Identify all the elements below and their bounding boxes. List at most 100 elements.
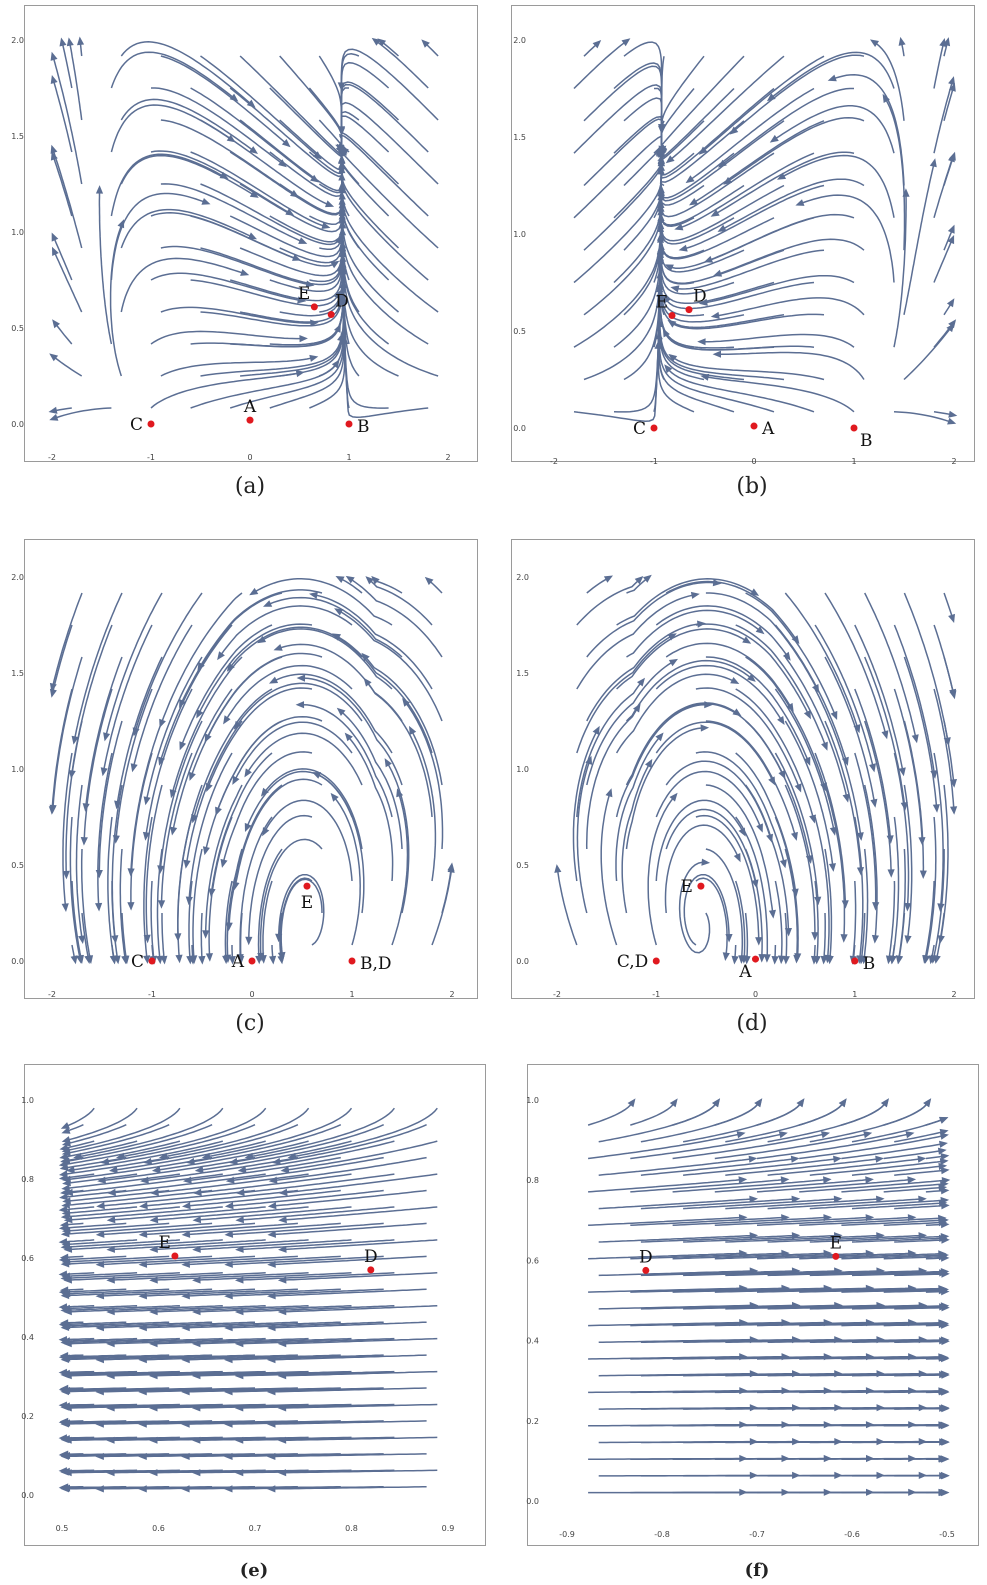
streamline [346,734,394,882]
stream-arrowhead [907,1176,917,1184]
streamline [195,1337,352,1345]
streamline [75,784,84,941]
streamline [150,371,302,409]
streamline [809,1199,946,1210]
stream-arrowhead [149,1404,158,1412]
point-label: D [639,1247,653,1267]
stream-arrowhead [937,935,945,944]
streamline [669,313,825,330]
x-tick-label: 1 [349,990,354,999]
streamline [677,152,815,230]
stream-arrowhead [948,613,955,623]
streamline [62,1354,127,1358]
streamline [70,624,113,776]
stream-arrowhead [60,1260,70,1268]
stream-arrowhead [905,1131,915,1139]
stream-arrowhead [191,1404,201,1412]
stream-arrowhead [729,126,739,135]
stream-arrowhead [794,953,802,962]
streamline [716,238,865,276]
streamline [583,65,663,129]
stream-arrowhead [196,709,204,719]
streamline [100,1156,256,1182]
stream-arrowhead [181,1420,190,1428]
stream-arrowhead [794,783,802,793]
streamline [238,1337,395,1345]
stream-arrowhead [941,1422,950,1430]
caption-b: (b) [736,474,768,499]
streamline [98,188,113,345]
streamline [756,1287,913,1293]
streamline [196,1206,352,1221]
stream-arrowhead [260,787,269,797]
streamline [943,154,955,186]
streamline [342,267,439,377]
streamline [784,848,799,960]
stream-arrowhead [697,338,706,346]
streamline [239,1173,395,1194]
stream-arrowhead [863,1131,873,1139]
stream-arrowhead [637,677,645,687]
streamline [120,257,247,313]
streamline [799,1252,944,1260]
stream-arrowhead [149,1340,158,1348]
critical-point-a [248,957,256,965]
stream-arrowhead [158,900,166,909]
stream-arrowhead [941,1321,950,1329]
streamline [98,1420,256,1425]
x-tick-label: -2 [48,990,56,999]
streamline [714,1321,871,1327]
stream-arrowhead [895,955,903,965]
stream-arrowhead [796,1098,805,1108]
stream-arrowhead [842,793,850,803]
stream-arrowhead [777,716,785,725]
stream-arrowhead [277,1436,287,1444]
stream-arrowhead [224,1485,233,1493]
stream-arrowhead [900,802,908,811]
streamline [290,1107,438,1158]
stream-arrowhead [234,1436,244,1444]
streamline [110,1173,266,1194]
streamline [64,1239,180,1248]
stream-arrowhead [384,758,392,768]
streamline [63,1304,180,1312]
streamline [65,1354,170,1360]
stream-arrowhead [95,1260,105,1268]
streamline [161,913,166,961]
stream-arrowhead [268,1176,278,1184]
stream-arrowhead [240,269,250,276]
stream-arrowhead [947,224,955,234]
stream-arrowhead [371,575,380,585]
stream-arrowhead [263,600,273,607]
stream-arrowhead [193,1188,202,1196]
streamline [410,728,437,882]
streamline [210,752,273,894]
stream-arrowhead [273,644,283,651]
streamline [655,605,790,659]
streamline [814,816,830,960]
critical-point-d [642,1266,650,1274]
stream-arrowhead [277,1340,287,1348]
stream-arrowhead [179,699,186,709]
point-label: D [364,1247,378,1267]
streamline [903,784,913,941]
stream-arrowhead [923,954,931,964]
caption-f: (f) [744,1560,770,1581]
streamline [143,1156,299,1182]
stream-arrowhead [856,832,864,841]
streamline [588,1178,744,1193]
x-tick-label: 0 [753,990,758,999]
streamline [65,1387,170,1392]
stream-arrowhead [321,222,331,229]
streamline [141,1321,298,1329]
stream-arrowhead [62,1175,71,1183]
stream-arrowhead [330,792,339,802]
stream-arrowhead [185,896,193,906]
streamline [66,1337,223,1345]
streamline [745,592,837,717]
stream-arrowhead [876,1195,885,1203]
stream-arrowhead [150,1188,159,1196]
streamline [556,867,578,946]
stream-arrowhead [267,1230,276,1238]
streamline [109,1337,266,1345]
